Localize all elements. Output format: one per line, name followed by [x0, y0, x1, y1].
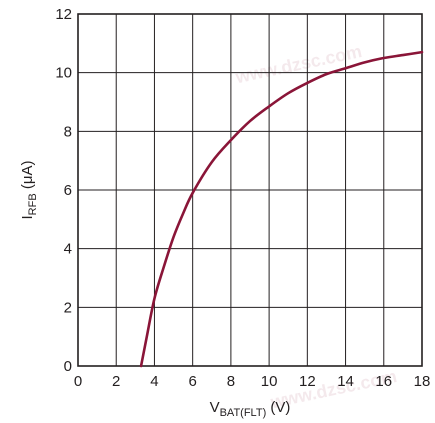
y-tick-label: 8	[64, 123, 72, 140]
x-tick-label: 8	[227, 373, 235, 390]
x-tick-label: 2	[112, 373, 120, 390]
y-axis-label-unit: (μA)	[19, 161, 36, 194]
x-tick-label: 12	[299, 373, 316, 390]
watermark-text: www.dzsc.com	[233, 41, 364, 87]
x-tick-labels: 0 2 4 6 8 10 12 14 16 18	[74, 373, 431, 390]
x-axis-label-main: V	[210, 399, 220, 416]
y-tick-label: 2	[64, 299, 72, 316]
series-layer	[139, 50, 424, 368]
y-tick-label: 10	[55, 65, 72, 82]
y-axis-label-subscript: RFB	[27, 193, 39, 215]
x-axis-label-unit: (V)	[266, 399, 290, 416]
y-tick-label: 6	[64, 182, 72, 199]
x-tick-label: 6	[188, 373, 196, 390]
y-axis-label-main: I	[19, 215, 36, 219]
x-tick-label: 10	[261, 373, 278, 390]
y-tick-label: 0	[64, 358, 72, 375]
x-tick-label: 16	[375, 373, 392, 390]
grid	[78, 14, 422, 366]
y-tick-label: 4	[64, 241, 72, 258]
x-tick-label: 18	[414, 373, 431, 390]
plot-frame	[77, 13, 423, 367]
series-line	[139, 50, 424, 368]
x-tick-label: 0	[74, 373, 82, 390]
x-axis-label: VBAT(FLT) (V)	[210, 399, 291, 419]
x-axis-label-subscript: BAT(FLT)	[220, 407, 267, 419]
x-tick-label: 4	[150, 373, 158, 390]
x-tick-label: 14	[337, 373, 354, 390]
y-tick-labels: 0 2 4 6 8 10 12	[55, 6, 72, 375]
y-tick-label: 12	[55, 6, 72, 23]
y-axis-label: IRFB (μA)	[19, 161, 39, 220]
